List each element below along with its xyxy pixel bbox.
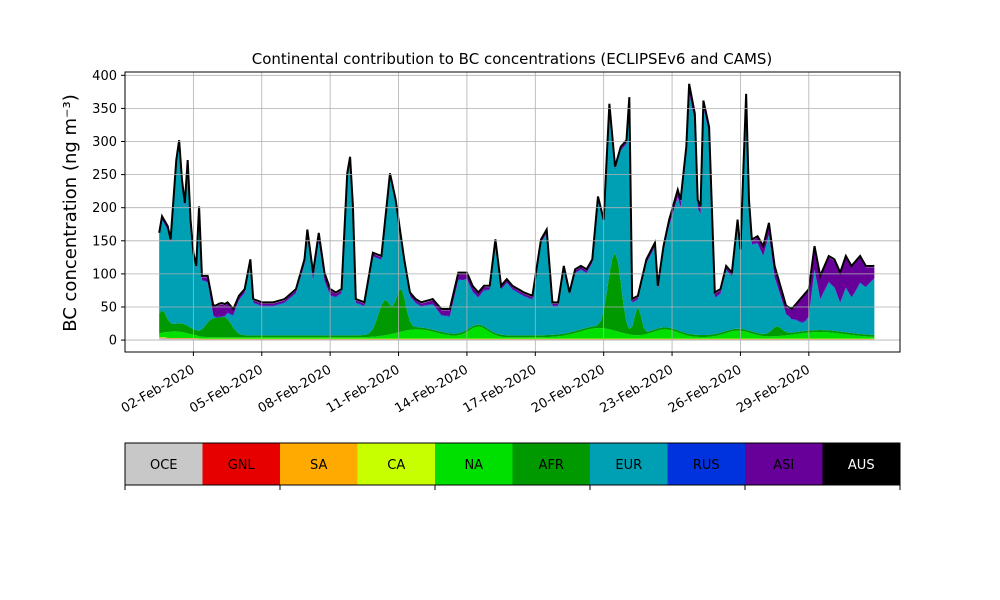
x-tick-label: 08-Feb-2020 [256,362,335,416]
legend-swatch-afr [512,443,590,485]
y-tick-label: 300 [92,135,117,150]
total-outline [158,83,875,311]
legend-label: NA [464,458,483,473]
plot-area: 0 50 100 150 200 250 300 350 400 02-Feb-202005-Fe… [92,69,901,416]
legend-label: CA [387,458,405,473]
x-tick-label: 26-Feb-2020 [666,362,745,416]
x-tick-label: 11-Feb-2020 [324,362,403,416]
plot-frame [124,71,901,353]
legend-swatch-eur [590,443,668,485]
legend-swatch-asi [745,443,823,485]
y-tick-label: 350 [92,102,117,117]
legend-label: ASI [773,458,794,473]
legend-swatch-aus [822,443,900,485]
x-tick-label: 17-Feb-2020 [461,362,540,416]
legend-swatch-oce [125,443,203,485]
y-tick-label: 50 [100,300,117,315]
legend-label: AFR [539,458,564,473]
area-oce [159,338,875,341]
legend-label: SA [310,458,327,473]
y-axis-label: BC concentration (ng m⁻³) [60,94,81,332]
area-afr [159,252,875,338]
legend: OCE GNL SA CA NA AFR EUR RUS ASI AUS [124,442,901,490]
x-tick-label: 20-Feb-2020 [529,362,608,416]
legend-label: EUR [615,458,642,473]
legend-label: OCE [150,458,178,473]
legend-label: AUS [848,458,875,473]
legend-swatch-gnl [202,443,280,485]
y-tick-label: 0 [109,334,117,349]
y-tick-label: 200 [92,201,117,216]
y-tick-label: 250 [92,168,117,183]
legend-label: RUS [693,458,720,473]
area-na [159,326,875,339]
legend-swatch-ca [357,443,435,485]
y-tick-label: 150 [92,234,117,249]
chart-title: Continental contribution to BC concentra… [252,50,773,68]
x-tick-label: 14-Feb-2020 [392,362,471,416]
legend-label: GNL [228,458,256,473]
x-tick-label: 02-Feb-2020 [119,362,198,416]
legend-swatch-na [435,443,513,485]
area-asi [159,85,875,323]
y-tick-label: 400 [92,69,117,84]
area-gnl [159,337,875,340]
area-eur [159,93,875,336]
legend-swatch-rus [667,443,745,485]
x-tick-label: 29-Feb-2020 [734,362,813,416]
legend-swatch-sa [280,443,358,485]
x-tick-label: 05-Feb-2020 [187,362,266,416]
area-ca [159,337,875,339]
legend-frame [124,442,901,486]
x-tick-label: 23-Feb-2020 [598,362,677,416]
y-tick-label: 100 [92,267,117,282]
area-sa [159,337,875,340]
grid [125,72,900,352]
